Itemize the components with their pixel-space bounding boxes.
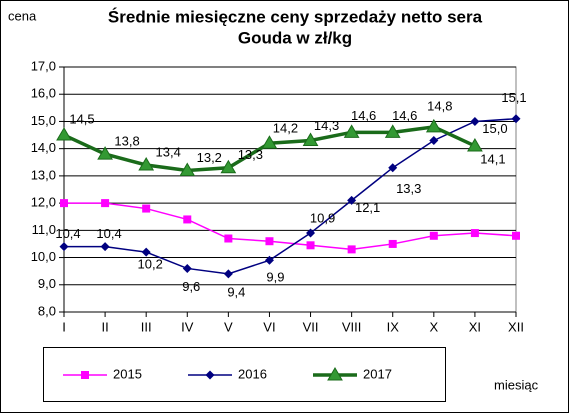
point: [388, 163, 398, 173]
legend-label: 2017: [363, 366, 392, 381]
x-tick-label: XI: [469, 319, 481, 334]
point: [347, 195, 357, 205]
point: [470, 116, 480, 126]
x-tick-label: VIII: [342, 319, 362, 334]
point: [302, 132, 319, 146]
data-label: 10,9: [310, 210, 335, 225]
point: [429, 231, 438, 240]
point: [224, 234, 233, 243]
data-label: 9,4: [227, 284, 245, 299]
point: [100, 242, 110, 252]
y-tick-label: 15,0: [31, 113, 56, 128]
data-label: 14,6: [392, 108, 417, 123]
legend-label: 2016: [238, 366, 267, 381]
y-tick-label: 14,0: [31, 140, 56, 155]
y-tick-label: 10,0: [31, 249, 56, 264]
data-label: 14,2: [273, 121, 298, 136]
series-line: [64, 202, 517, 251]
x-tick-label: XII: [508, 319, 524, 334]
data-label: 13,4: [156, 144, 181, 159]
point: [511, 114, 521, 124]
data-label: 14,5: [69, 111, 94, 126]
x-tick-label: VI: [263, 319, 275, 334]
legend-box: [43, 347, 446, 402]
data-label: 9,6: [182, 279, 200, 294]
data-label: 10,4: [96, 226, 121, 241]
y-tick-label: 13,0: [31, 167, 56, 182]
point: [388, 239, 397, 248]
point: [183, 215, 192, 224]
x-tick-label: IV: [181, 319, 194, 334]
point: [306, 228, 316, 238]
point: [265, 237, 274, 246]
data-label: 14,6: [351, 108, 376, 123]
y-tick-label: 8,0: [38, 303, 56, 318]
point: [138, 157, 155, 171]
y-tick-label: 17,0: [31, 58, 56, 73]
point: [470, 229, 479, 238]
x-tick-label: X: [429, 319, 438, 334]
chart-title: Gouda w zł/kg: [238, 28, 352, 47]
legend-marker: [205, 370, 215, 380]
data-label: 10,4: [55, 226, 80, 241]
legend-marker: [327, 367, 343, 381]
data-label: 15,0: [482, 121, 507, 136]
point: [179, 162, 196, 176]
y-tick-label: 9,0: [38, 276, 56, 291]
data-label: 15,1: [501, 90, 526, 105]
data-label: 9,9: [266, 270, 284, 285]
legend-label: 2015: [113, 366, 142, 381]
y-tick-label: 12,0: [31, 195, 56, 210]
point: [343, 124, 360, 138]
point: [56, 127, 72, 141]
series-line: [64, 117, 517, 275]
point: [220, 159, 237, 174]
data-label: 14,8: [427, 98, 452, 113]
y-tick-label: 16,0: [31, 86, 56, 101]
point: [59, 242, 69, 252]
point: [264, 255, 274, 265]
point: [101, 199, 110, 208]
point: [429, 136, 439, 145]
point: [384, 124, 401, 138]
x-tick-label: IX: [387, 319, 400, 334]
x-tick-label: III: [141, 319, 152, 334]
x-tick-label: I: [62, 319, 66, 334]
point: [60, 199, 68, 208]
data-label: 13,3: [396, 181, 421, 196]
x-tick-label: II: [101, 319, 108, 334]
point: [261, 135, 278, 149]
point: [467, 137, 483, 152]
legend-marker: [81, 371, 89, 379]
point: [347, 245, 356, 254]
x-tick-label: V: [224, 319, 233, 334]
point: [425, 118, 442, 133]
point: [223, 269, 233, 279]
data-label: 12,1: [355, 200, 380, 215]
data-label: 13,3: [238, 147, 263, 162]
x-axis-label: miesiąc: [494, 377, 539, 392]
point: [306, 241, 315, 250]
y-axis-label: cena: [8, 8, 37, 23]
point: [142, 204, 151, 213]
point: [141, 247, 151, 257]
data-label: 10,2: [138, 257, 163, 272]
point: [182, 263, 192, 273]
x-tick-label: VII: [303, 319, 319, 334]
point: [97, 146, 113, 160]
point: [512, 231, 520, 240]
data-label: 13,8: [114, 134, 139, 149]
chart-title: Średnie miesięczne ceny sprzedaży netto …: [108, 7, 483, 26]
y-tick-label: 11,0: [32, 222, 56, 237]
data-label: 14,1: [480, 151, 505, 166]
data-label: 13,2: [197, 150, 222, 165]
data-label: 14,3: [314, 118, 339, 133]
